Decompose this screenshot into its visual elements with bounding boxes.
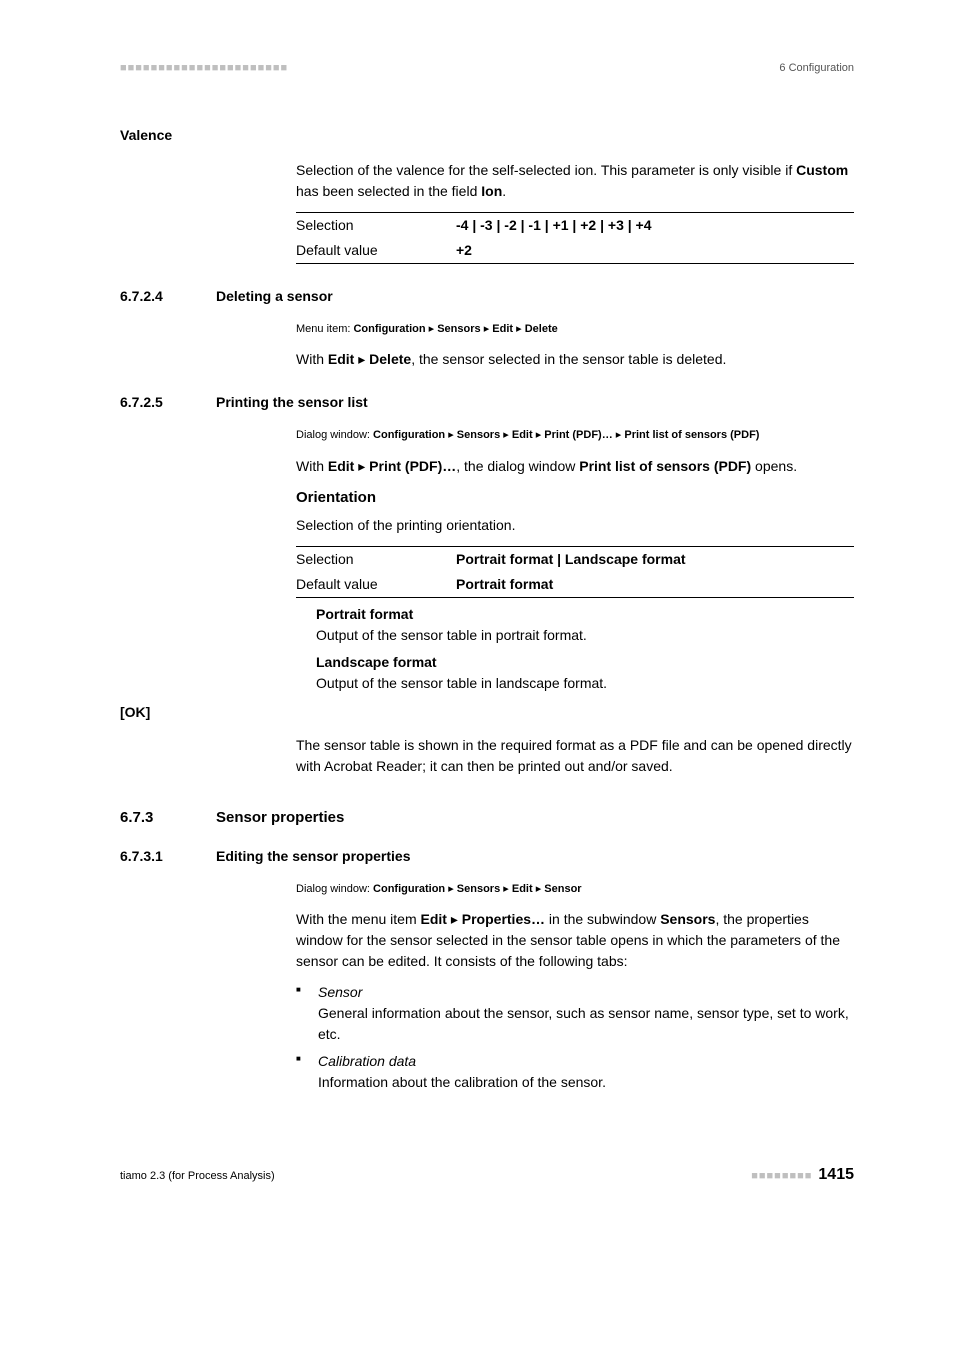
landscape-desc: Output of the sensor table in landscape … [316, 673, 854, 694]
s6724-menu-path: Menu item: Configuration ▸ Sensors ▸ Edi… [296, 321, 854, 338]
bullet-calibration: Calibration data Information about the c… [296, 1051, 854, 1093]
header-dashes: ■■■■■■■■■■■■■■■■■■■■■■ [120, 60, 288, 77]
valence-body: Selection of the valence for the self-se… [296, 160, 854, 202]
s6731-title: Editing the sensor properties [216, 846, 410, 867]
orientation-default-label: Default value [296, 572, 456, 598]
footer-dashes: ■■■■■■■■ [751, 1170, 812, 1182]
footer-page: ■■■■■■■■ 1415 [751, 1163, 854, 1187]
page-header: ■■■■■■■■■■■■■■■■■■■■■■ 6 Configuration [120, 60, 854, 77]
s6731-num: 6.7.3.1 [120, 846, 216, 867]
portrait-option: Portrait format Output of the sensor tab… [316, 604, 854, 646]
s6731-menu-path: Dialog window: Configuration ▸ Sensors ▸… [296, 881, 854, 898]
section-6-7-3-1: 6.7.3.1 Editing the sensor properties Di… [120, 846, 854, 1094]
valence-default-value: +2 [456, 238, 854, 264]
valence-selection-label: Selection [296, 212, 456, 238]
s6731-body: With the menu item Edit ▸ Properties… in… [296, 909, 854, 972]
portrait-label: Portrait format [316, 604, 854, 625]
orientation-desc: Selection of the printing orientation. [296, 515, 854, 536]
section-valence: Valence Selection of the valence for the… [120, 125, 854, 264]
bullet-calibration-title: Calibration data [318, 1053, 416, 1069]
section-6-7-2-5: 6.7.2.5 Printing the sensor list Dialog … [120, 392, 854, 777]
valence-table: Selection -4 | -3 | -2 | -1 | +1 | +2 | … [296, 212, 854, 264]
bullet-calibration-desc: Information about the calibration of the… [318, 1074, 606, 1090]
valence-selection-value: -4 | -3 | -2 | -1 | +1 | +2 | +3 | +4 [456, 212, 854, 238]
bullet-sensor-desc: General information about the sensor, su… [318, 1005, 849, 1042]
portrait-desc: Output of the sensor table in portrait f… [316, 625, 854, 646]
s6724-body: With Edit ▸ Delete, the sensor selected … [296, 349, 854, 370]
landscape-option: Landscape format Output of the sensor ta… [316, 652, 854, 694]
s6731-bullets: Sensor General information about the sen… [296, 982, 854, 1093]
valence-default-label: Default value [296, 238, 456, 264]
footer-product: tiamo 2.3 (for Process Analysis) [120, 1168, 275, 1185]
page-footer: tiamo 2.3 (for Process Analysis) ■■■■■■■… [120, 1163, 854, 1187]
bullet-sensor: Sensor General information about the sen… [296, 982, 854, 1045]
section-6-7-3: 6.7.3 Sensor properties [120, 807, 854, 830]
valence-heading: Valence [120, 125, 854, 146]
s673-title: Sensor properties [216, 807, 344, 830]
bullet-sensor-title: Sensor [318, 984, 362, 1000]
ok-label: [OK] [120, 702, 854, 723]
landscape-label: Landscape format [316, 652, 854, 673]
orientation-heading: Orientation [296, 487, 854, 510]
section-6-7-2-4: 6.7.2.4 Deleting a sensor Menu item: Con… [120, 286, 854, 371]
s673-num: 6.7.3 [120, 807, 216, 830]
footer-page-number: 1415 [818, 1166, 854, 1183]
s6725-body1: With Edit ▸ Print (PDF)…, the dialog win… [296, 456, 854, 477]
orientation-selection-value: Portrait format | Landscape format [456, 547, 854, 573]
s6724-title: Deleting a sensor [216, 286, 333, 307]
orientation-selection-label: Selection [296, 547, 456, 573]
orientation-default-value: Portrait format [456, 572, 854, 598]
s6724-num: 6.7.2.4 [120, 286, 216, 307]
s6725-num: 6.7.2.5 [120, 392, 216, 413]
s6725-menu-path: Dialog window: Configuration ▸ Sensors ▸… [296, 427, 854, 444]
s6725-title: Printing the sensor list [216, 392, 368, 413]
orientation-table: Selection Portrait format | Landscape fo… [296, 546, 854, 598]
ok-desc: The sensor table is shown in the require… [296, 735, 854, 777]
header-section-label: 6 Configuration [779, 60, 854, 77]
